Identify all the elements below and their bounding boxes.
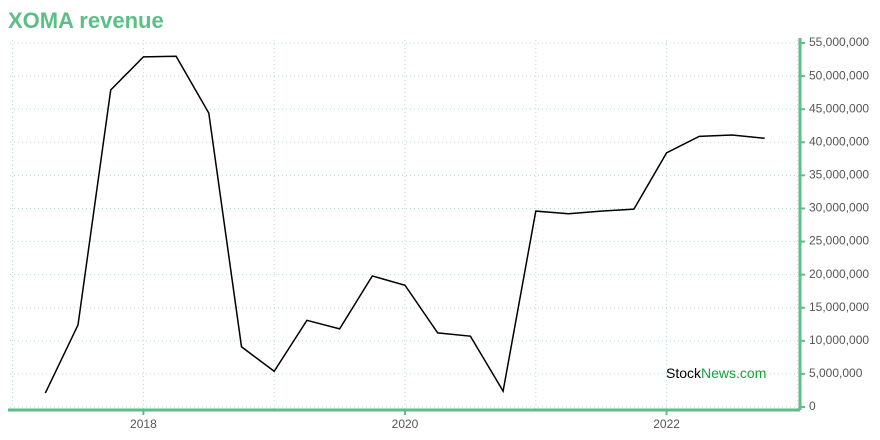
- x-tick-label: 2020: [392, 417, 419, 431]
- y-tick-label: 5,000,000: [809, 366, 863, 380]
- line: [44, 55, 765, 394]
- chart-title: XOMA revenue: [8, 8, 164, 33]
- x-tick-label: 2018: [130, 417, 157, 431]
- x-tick-label: 2022: [653, 417, 680, 431]
- y-tick-label: 40,000,000: [809, 134, 869, 148]
- y-tick-label: 55,000,000: [809, 35, 869, 49]
- y-tick-label: 15,000,000: [809, 300, 869, 314]
- y-tick-label: 20,000,000: [809, 267, 869, 281]
- y-tick-label: 35,000,000: [809, 168, 869, 182]
- watermark: StockNews.com: [666, 365, 766, 381]
- y-tick-label: 30,000,000: [809, 201, 869, 215]
- y-tick-label: 0: [809, 399, 816, 413]
- y-tick-label: 50,000,000: [809, 68, 869, 82]
- watermark-part: Stock: [666, 365, 702, 381]
- y-tick-label: 45,000,000: [809, 101, 869, 115]
- y-tick-label: 10,000,000: [809, 333, 869, 347]
- watermark-part: News.com: [701, 365, 766, 381]
- y-tick-label: 25,000,000: [809, 234, 869, 248]
